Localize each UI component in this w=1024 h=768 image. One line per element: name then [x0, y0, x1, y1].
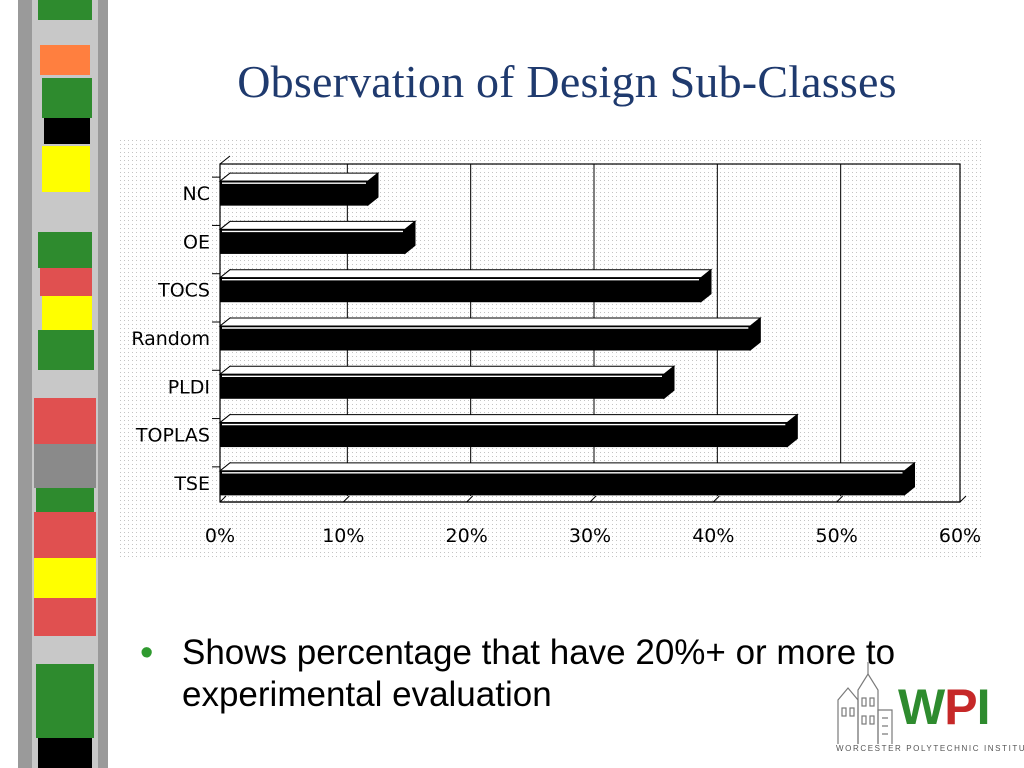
- bar-top-face: [218, 462, 916, 472]
- x-tick: [466, 495, 474, 503]
- wpi-letter-p: P: [944, 679, 977, 735]
- bar-top-face: [218, 365, 676, 375]
- x-tick-label: 10%: [322, 525, 364, 547]
- bar-top-face: [218, 220, 417, 230]
- x-tick-label: 40%: [692, 525, 734, 547]
- x-tick-label: 60%: [939, 525, 981, 547]
- wpi-subtitle: WORCESTER POLYTECHNIC INSTITUTE: [836, 744, 1024, 753]
- wpi-wordmark: WPI: [898, 679, 991, 735]
- category-label: Random: [131, 328, 210, 350]
- bullet-dot-icon: •: [140, 632, 154, 674]
- decorative-left-stripe: [0, 0, 110, 768]
- x-tick-label: 50%: [816, 525, 858, 547]
- category-label: PLDI: [168, 376, 210, 398]
- bar: [219, 228, 406, 254]
- bar: [219, 422, 788, 448]
- category-label: OE: [183, 231, 210, 253]
- bar: [219, 180, 369, 206]
- x-tick: [219, 495, 227, 503]
- category-label: TOCS: [157, 280, 210, 302]
- x-tick-label: 0%: [205, 525, 235, 547]
- wpi-letter-w: W: [898, 679, 945, 735]
- x-tick: [589, 495, 597, 503]
- x-tick: [836, 495, 844, 503]
- building-tower-icon: [837, 662, 893, 744]
- bar-top-face: [218, 269, 713, 279]
- bar: [219, 470, 905, 496]
- x-tick-label: 20%: [446, 525, 488, 547]
- bar-top-face: [218, 317, 762, 327]
- bar: [219, 277, 702, 303]
- category-label: NC: [183, 183, 210, 205]
- category-label: TSE: [173, 473, 210, 495]
- wpi-logo: WPI WORCESTER POLYTECHNIC INSTITUTE: [834, 660, 1024, 760]
- x-tick-label: 30%: [569, 525, 611, 547]
- wpi-letter-i: I: [976, 679, 991, 735]
- slide-title: Observation of Design Sub-Classes: [237, 56, 897, 107]
- x-tick: [959, 495, 967, 503]
- category-label: TOPLAS: [135, 425, 210, 447]
- bar-top-face: [218, 172, 380, 182]
- x-tick: [342, 495, 350, 503]
- x-tick: [712, 495, 720, 503]
- bar-top-face: [218, 414, 799, 424]
- chart-svg: 0% 10% 20% 30% 40% 50% 60% NC OE TOCS Random PLDI TO…: [120, 140, 982, 558]
- plot-depth-edge: [219, 155, 231, 165]
- bar: [219, 373, 665, 399]
- bar: [219, 325, 751, 351]
- bullet-text: Shows percentage that have 20%+ or more …: [182, 633, 896, 714]
- bar-chart: 0% 10% 20% 30% 40% 50% 60% NC OE TOCS Random PLDI TO…: [120, 140, 982, 558]
